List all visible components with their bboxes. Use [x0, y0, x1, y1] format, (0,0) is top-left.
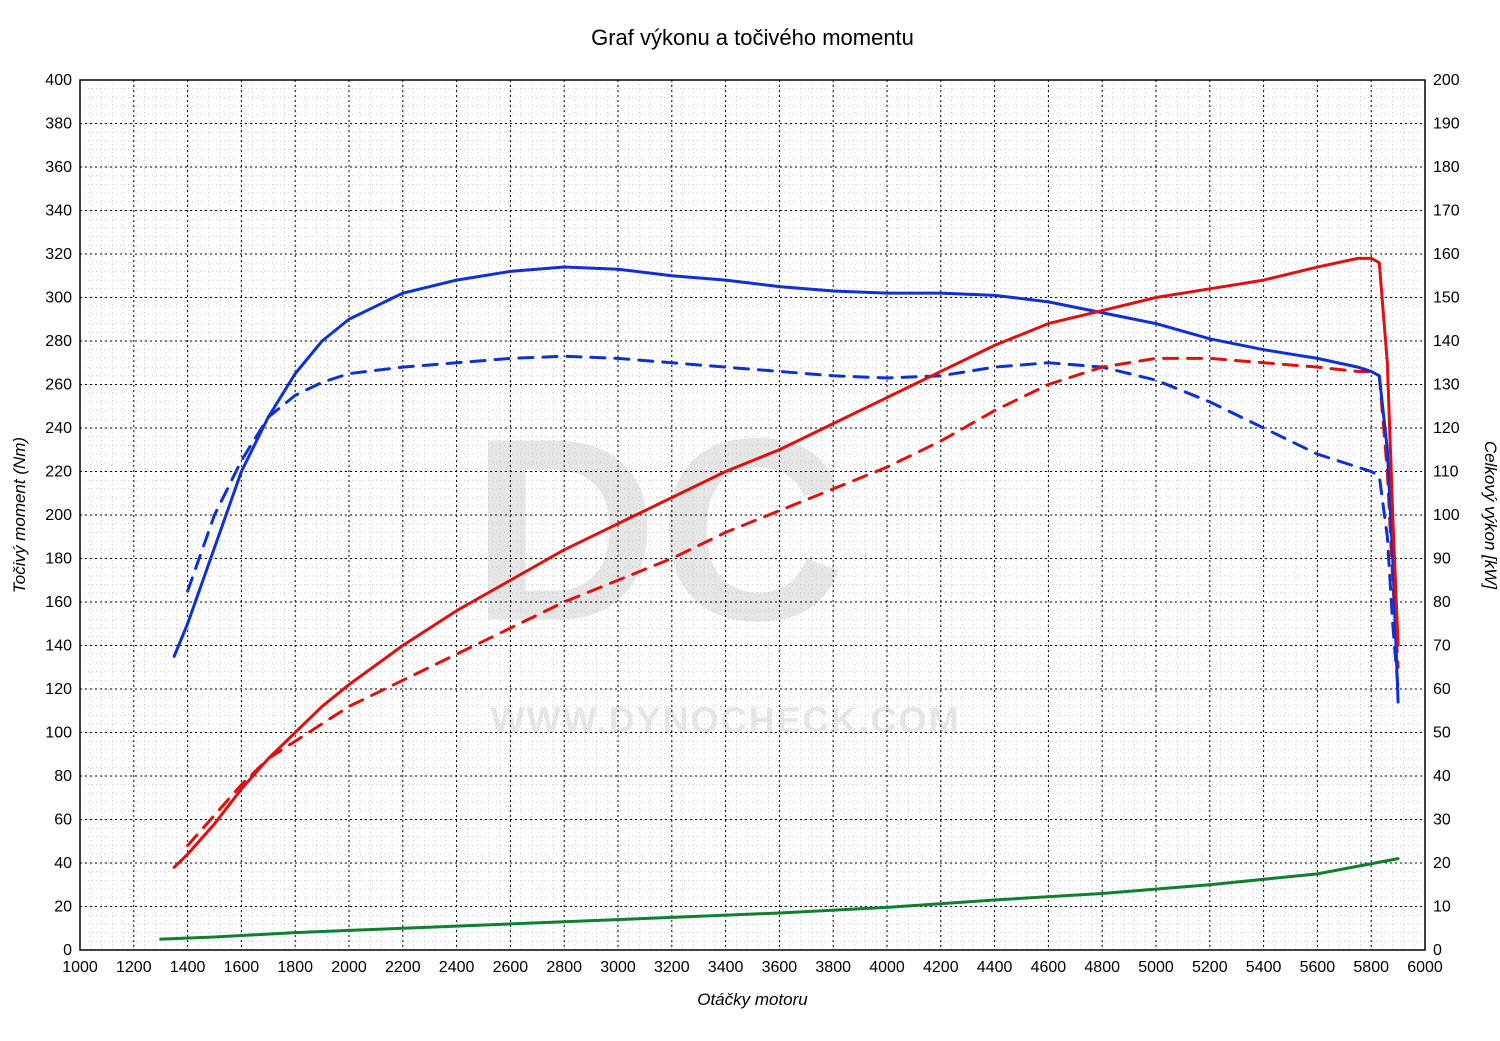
- svg-text:170: 170: [1433, 203, 1460, 220]
- svg-text:3000: 3000: [600, 959, 636, 976]
- svg-text:5000: 5000: [1138, 959, 1174, 976]
- chart-container: DCWWW.DYNOCHECK.COM 10001200140016001800…: [0, 0, 1500, 1041]
- svg-text:1600: 1600: [224, 959, 260, 976]
- svg-text:5200: 5200: [1192, 959, 1228, 976]
- svg-text:2400: 2400: [439, 959, 475, 976]
- svg-text:400: 400: [45, 72, 72, 89]
- svg-text:150: 150: [1433, 290, 1460, 307]
- svg-text:100: 100: [45, 725, 72, 742]
- svg-text:280: 280: [45, 333, 72, 350]
- svg-text:180: 180: [1433, 159, 1460, 176]
- svg-text:1400: 1400: [170, 959, 206, 976]
- svg-text:1800: 1800: [277, 959, 313, 976]
- svg-text:90: 90: [1433, 551, 1451, 568]
- svg-text:4800: 4800: [1084, 959, 1120, 976]
- svg-text:360: 360: [45, 159, 72, 176]
- svg-text:1200: 1200: [116, 959, 152, 976]
- svg-text:3600: 3600: [762, 959, 798, 976]
- svg-text:60: 60: [1433, 681, 1451, 698]
- svg-text:160: 160: [45, 594, 72, 611]
- svg-text:80: 80: [54, 768, 72, 785]
- svg-text:120: 120: [1433, 420, 1460, 437]
- svg-text:4000: 4000: [869, 959, 905, 976]
- svg-text:5600: 5600: [1300, 959, 1336, 976]
- svg-text:30: 30: [1433, 812, 1451, 829]
- dyno-chart: DCWWW.DYNOCHECK.COM 10001200140016001800…: [0, 0, 1500, 1041]
- svg-text:2200: 2200: [385, 959, 421, 976]
- svg-text:80: 80: [1433, 594, 1451, 611]
- svg-text:200: 200: [45, 507, 72, 524]
- svg-text:2600: 2600: [493, 959, 529, 976]
- svg-text:180: 180: [45, 551, 72, 568]
- svg-text:1000: 1000: [62, 959, 98, 976]
- svg-text:220: 220: [45, 464, 72, 481]
- svg-text:6000: 6000: [1407, 959, 1443, 976]
- svg-text:190: 190: [1433, 116, 1460, 133]
- svg-text:5800: 5800: [1353, 959, 1389, 976]
- svg-text:380: 380: [45, 116, 72, 133]
- svg-text:50: 50: [1433, 725, 1451, 742]
- svg-text:300: 300: [45, 290, 72, 307]
- svg-text:110: 110: [1433, 464, 1459, 481]
- svg-text:2000: 2000: [331, 959, 367, 976]
- svg-text:160: 160: [1433, 246, 1460, 263]
- svg-text:20: 20: [54, 899, 72, 916]
- svg-text:140: 140: [1433, 333, 1460, 350]
- svg-text:20: 20: [1433, 855, 1451, 872]
- svg-text:40: 40: [54, 855, 72, 872]
- svg-text:0: 0: [63, 942, 72, 959]
- svg-text:4200: 4200: [923, 959, 959, 976]
- svg-text:120: 120: [45, 681, 72, 698]
- svg-text:340: 340: [45, 203, 72, 220]
- svg-text:3400: 3400: [708, 959, 744, 976]
- svg-text:60: 60: [54, 812, 72, 829]
- svg-text:260: 260: [45, 377, 72, 394]
- svg-text:3200: 3200: [654, 959, 690, 976]
- svg-text:0: 0: [1433, 942, 1442, 959]
- y-axis-left-label: Točivý moment (Nm): [10, 437, 29, 593]
- svg-text:10: 10: [1433, 899, 1451, 916]
- svg-text:130: 130: [1433, 377, 1460, 394]
- svg-text:4600: 4600: [1031, 959, 1067, 976]
- svg-text:140: 140: [45, 638, 72, 655]
- svg-text:100: 100: [1433, 507, 1460, 524]
- svg-text:3800: 3800: [815, 959, 851, 976]
- y-axis-right-label: Celkový výkon [kW]: [1481, 441, 1500, 591]
- svg-text:200: 200: [1433, 72, 1460, 89]
- svg-text:320: 320: [45, 246, 72, 263]
- svg-text:4400: 4400: [977, 959, 1013, 976]
- svg-text:5400: 5400: [1246, 959, 1282, 976]
- watermark: DCWWW.DYNOCHECK.COM: [471, 385, 961, 740]
- svg-text:70: 70: [1433, 638, 1451, 655]
- svg-text:40: 40: [1433, 768, 1451, 785]
- chart-title: Graf výkonu a točivého momentu: [591, 25, 914, 50]
- x-axis-label: Otáčky motoru: [697, 990, 808, 1009]
- svg-text:240: 240: [45, 420, 72, 437]
- svg-text:2800: 2800: [546, 959, 582, 976]
